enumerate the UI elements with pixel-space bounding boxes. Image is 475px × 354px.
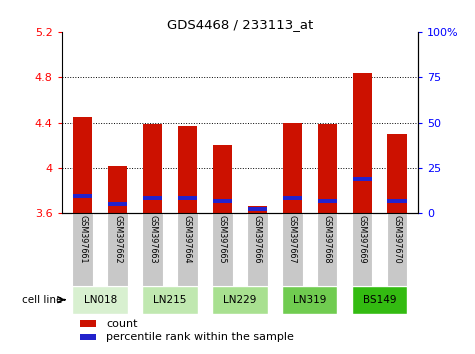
Bar [388, 134, 407, 213]
Title: GDS4468 / 233113_at: GDS4468 / 233113_at [167, 18, 313, 31]
Text: GSM397666: GSM397666 [253, 215, 262, 264]
Text: GSM397669: GSM397669 [358, 215, 367, 264]
Bar [352, 73, 372, 213]
Text: GSM397668: GSM397668 [323, 215, 332, 264]
Text: GSM397662: GSM397662 [113, 215, 122, 264]
Bar [282, 286, 338, 314]
Bar [248, 206, 267, 213]
Bar [107, 213, 128, 286]
Bar [212, 213, 233, 286]
Text: GSM397663: GSM397663 [148, 215, 157, 264]
Text: BS149: BS149 [363, 295, 396, 305]
Bar [142, 213, 163, 286]
Bar [213, 199, 232, 203]
Bar [73, 117, 92, 213]
Text: cell line: cell line [22, 295, 62, 305]
Text: LN319: LN319 [293, 295, 326, 305]
Bar [352, 177, 372, 181]
Bar [247, 213, 267, 286]
Bar [212, 286, 267, 314]
Bar [248, 207, 267, 211]
Text: GSM397664: GSM397664 [183, 215, 192, 264]
Bar [143, 124, 162, 213]
Text: GSM397665: GSM397665 [218, 215, 227, 264]
Bar [178, 196, 197, 200]
Bar [80, 320, 95, 327]
Bar [213, 145, 232, 213]
Bar [178, 126, 197, 213]
Bar [388, 199, 407, 203]
Text: GSM397670: GSM397670 [392, 215, 401, 264]
Text: percentile rank within the sample: percentile rank within the sample [106, 332, 294, 342]
Bar [352, 286, 408, 314]
Text: GSM397661: GSM397661 [78, 215, 87, 264]
Bar [318, 199, 337, 203]
Bar [282, 213, 303, 286]
Bar [73, 194, 92, 198]
Bar [318, 124, 337, 213]
Bar [177, 213, 198, 286]
Bar [387, 213, 408, 286]
Text: count: count [106, 319, 138, 329]
Text: LN229: LN229 [223, 295, 256, 305]
Bar [143, 196, 162, 200]
Bar [317, 213, 338, 286]
Bar [283, 122, 302, 213]
Bar [108, 202, 127, 206]
Bar [80, 334, 95, 341]
Text: LN215: LN215 [153, 295, 187, 305]
Text: LN018: LN018 [84, 295, 117, 305]
Bar [142, 286, 198, 314]
Bar [283, 196, 302, 200]
Bar [352, 213, 372, 286]
Bar [108, 166, 127, 213]
Bar [72, 213, 93, 286]
Text: GSM397667: GSM397667 [288, 215, 297, 264]
Bar [72, 286, 128, 314]
